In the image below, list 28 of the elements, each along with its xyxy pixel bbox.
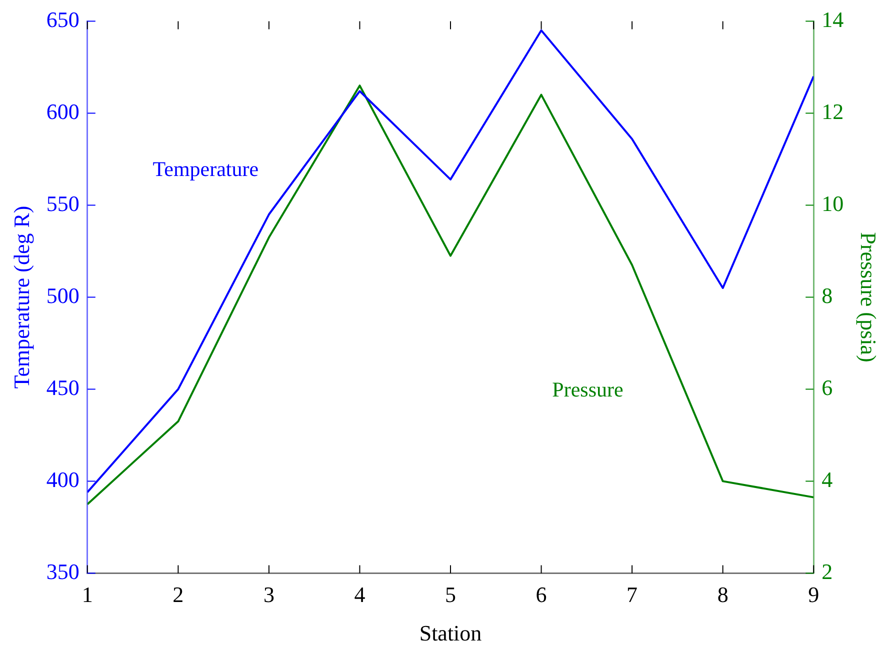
y-tick-label: 500 xyxy=(46,282,80,308)
y-axis-title: Temperature (deg R) xyxy=(8,206,34,389)
y2-tick-label: 10 xyxy=(822,190,844,216)
series-label: Temperature xyxy=(152,156,259,181)
x-tick-label: 2 xyxy=(172,582,184,608)
y-tick-label: 450 xyxy=(46,374,80,400)
y2-axis-title: Pressure (psia) xyxy=(856,232,882,362)
x-tick-label: 5 xyxy=(445,582,456,608)
y2-tick-label: 12 xyxy=(822,98,844,124)
x-axis-title: Station xyxy=(419,620,482,646)
y2-tick-label: 8 xyxy=(822,282,833,308)
x-tick-label: 6 xyxy=(536,582,547,608)
y2-tick-label: 2 xyxy=(822,558,833,584)
y2-tick-label: 6 xyxy=(822,374,833,400)
text: Pressure xyxy=(552,378,624,402)
x-tick-label: 9 xyxy=(808,582,820,608)
y-tick-label: 350 xyxy=(46,558,80,584)
x-tick-label: 1 xyxy=(82,582,93,608)
y-tick-label: 600 xyxy=(46,98,80,124)
y2-tick-label: 4 xyxy=(822,466,833,492)
y2-tick-label: 14 xyxy=(822,6,844,32)
y-tick-label: 400 xyxy=(46,466,80,492)
x-tick-label: 7 xyxy=(626,582,638,608)
x-tick-label: 3 xyxy=(263,582,274,608)
y-tick-label: 650 xyxy=(46,6,80,32)
x-tick-label: 8 xyxy=(717,582,728,608)
y-tick-label: 550 xyxy=(46,190,80,216)
x-tick-label: 4 xyxy=(354,582,366,608)
